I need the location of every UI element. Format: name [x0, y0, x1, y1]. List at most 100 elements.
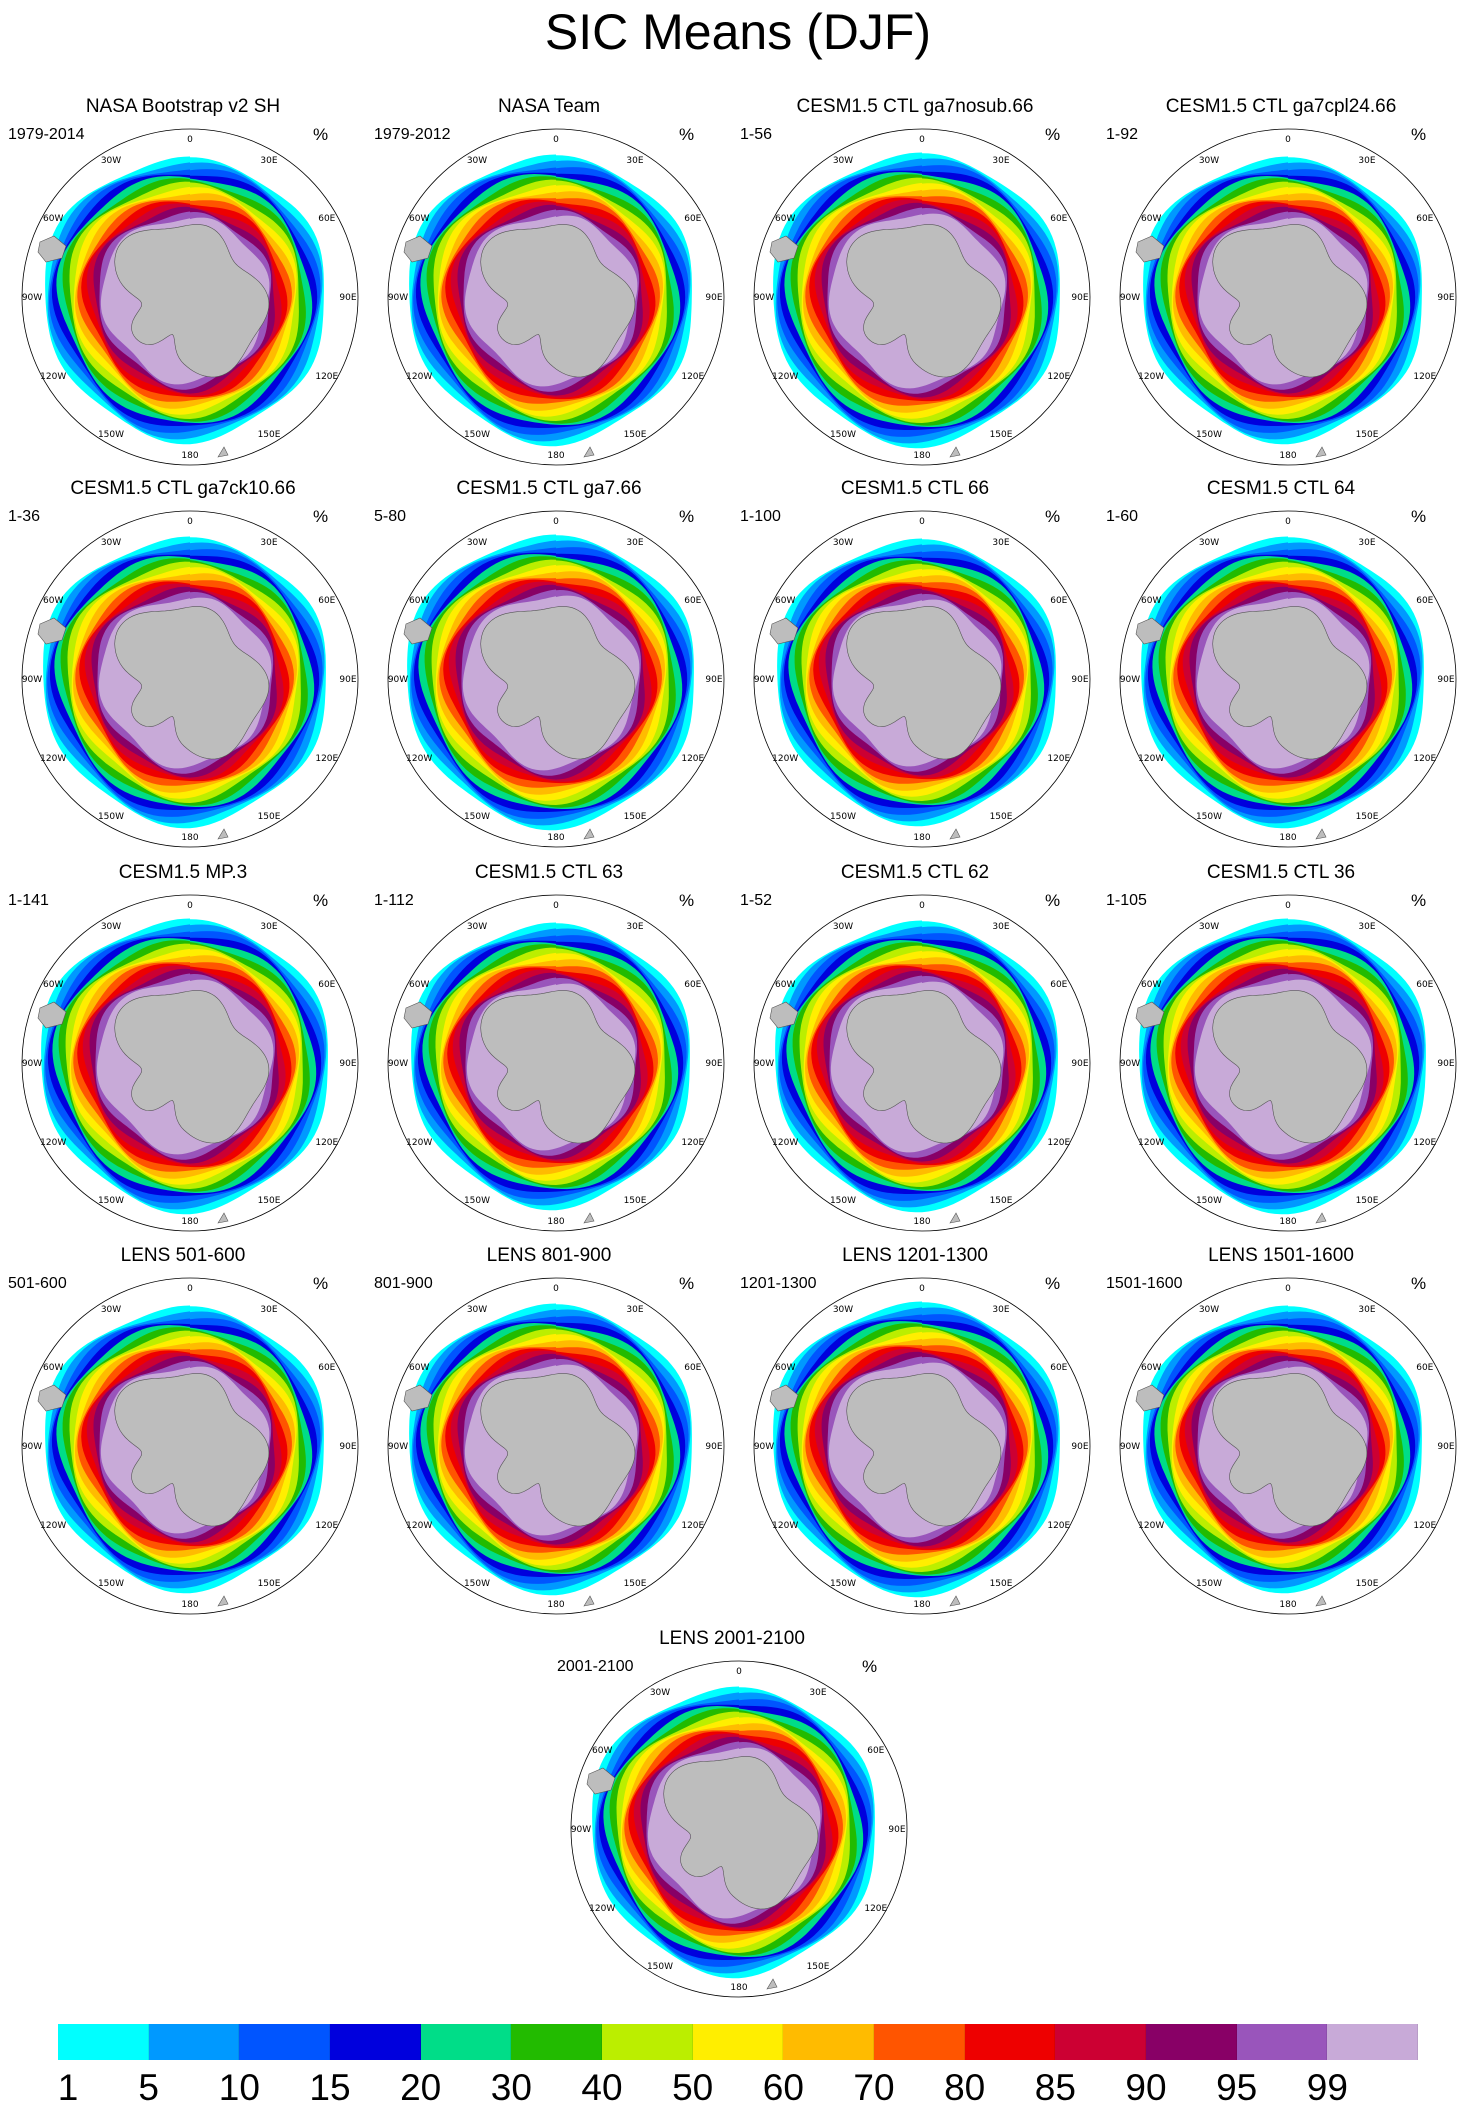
panel-title: LENS 1201-1300: [842, 1245, 988, 1266]
longitude-label: 150W: [98, 812, 124, 822]
longitude-label: 150W: [464, 1579, 490, 1589]
longitude-label: 90W: [1120, 1442, 1140, 1452]
antarctica-landmass: [1212, 1373, 1368, 1527]
longitude-label: 0: [187, 517, 193, 527]
longitude-label: 120E: [1047, 372, 1070, 382]
longitude-label: 120W: [772, 372, 798, 382]
panel-period: 801-900: [374, 1275, 433, 1292]
longitude-label: 150W: [1196, 1196, 1222, 1206]
longitude-label: 60E: [1050, 214, 1067, 224]
longitude-label: 180: [1279, 1217, 1296, 1227]
longitude-label: 150E: [258, 1579, 281, 1589]
longitude-label: 120W: [772, 1138, 798, 1148]
longitude-label: 120W: [406, 754, 432, 764]
antarctica-landmass: [480, 1373, 636, 1527]
longitude-label: 60W: [409, 1363, 429, 1373]
longitude-label: 60W: [1141, 980, 1161, 990]
map-panel: 0 30E 60E 90E 120E 150E 180 150W 120W 90W 60W 30W NA…: [0, 96, 366, 476]
longitude-label: 60W: [592, 1746, 612, 1756]
longitude-label: 150W: [98, 1196, 124, 1206]
longitude-label: 0: [919, 901, 925, 911]
longitude-label: 0: [187, 1284, 193, 1294]
longitude-label: 0: [919, 517, 925, 527]
longitude-label: 180: [547, 1600, 564, 1610]
longitude-label: 60W: [775, 980, 795, 990]
colorbar-swatch: [58, 2024, 149, 2060]
longitude-label: 0: [736, 1667, 742, 1677]
longitude-label: 60W: [409, 214, 429, 224]
longitude-label: 150E: [258, 812, 281, 822]
longitude-label: 30W: [101, 922, 121, 932]
colorbar-swatch: [239, 2024, 330, 2060]
polar-stereographic-map: 0 30E 60E 90E 120E 150E 180 150W 120W 90W 60W 30W: [753, 510, 1091, 848]
map-panel: 0 30E 60E 90E 120E 150E 180 150W 120W 90W 60W 30W CE…: [732, 862, 1098, 1242]
longitude-label: 150W: [830, 1579, 856, 1589]
map-panel: 0 30E 60E 90E 120E 150E 180 150W 120W 90W 60W 30W LE…: [732, 1245, 1098, 1625]
longitude-label: 90E: [1071, 293, 1088, 303]
longitude-label: 60E: [318, 596, 335, 606]
longitude-label: 150W: [830, 430, 856, 440]
longitude-label: 120E: [681, 372, 704, 382]
longitude-label: 60W: [43, 980, 63, 990]
panel-period: 1-36: [8, 508, 41, 525]
longitude-label: 30E: [260, 1305, 277, 1315]
south-america-landmass: [37, 235, 67, 263]
longitude-label: 60W: [43, 214, 63, 224]
longitude-label: 30W: [467, 922, 487, 932]
south-america-landmass: [1135, 1384, 1165, 1412]
longitude-label: 120E: [1047, 754, 1070, 764]
polar-stereographic-map: 0 30E 60E 90E 120E 150E 180 150W 120W 90W 60W 30W: [21, 510, 359, 848]
longitude-label: 150E: [258, 1196, 281, 1206]
longitude-label: 120E: [1413, 754, 1436, 764]
longitude-label: 150E: [1356, 1579, 1379, 1589]
panel-unit: %: [1411, 891, 1427, 910]
south-america-landmass: [586, 1767, 616, 1795]
antarctica-landmass: [1212, 224, 1368, 378]
panel-period: 1-92: [1106, 126, 1139, 143]
panel-period: 1979-2012: [374, 126, 451, 143]
longitude-label: 60W: [43, 1363, 63, 1373]
longitude-label: 30E: [626, 538, 643, 548]
longitude-label: 60W: [775, 214, 795, 224]
map-panel: 0 30E 60E 90E 120E 150E 180 150W 120W 90W 60W 30W CE…: [1098, 96, 1464, 476]
map-panel: 0 30E 60E 90E 120E 150E 180 150W 120W 90W 60W 30W CE…: [366, 478, 732, 858]
colorbar-tick-label: 60: [762, 2067, 804, 2108]
new-zealand-landmass: [583, 828, 595, 840]
panel-period: 1-60: [1106, 508, 1139, 525]
map-panel: 0 30E 60E 90E 120E 150E 180 150W 120W 90W 60W 30W LE…: [1098, 1245, 1464, 1625]
panel-title: CESM1.5 CTL ga7ck10.66: [70, 478, 296, 499]
new-zealand-landmass: [1315, 1212, 1327, 1224]
longitude-label: 90E: [888, 1825, 905, 1835]
map-panel: 0 30E 60E 90E 120E 150E 180 150W 120W 90W 60W 30W LE…: [0, 1245, 366, 1625]
longitude-label: 30E: [1358, 538, 1375, 548]
longitude-label: 150E: [990, 430, 1013, 440]
south-america-landmass: [769, 1001, 799, 1029]
colorbar-tick-label: 20: [400, 2067, 442, 2108]
longitude-label: 150W: [98, 1579, 124, 1589]
longitude-label: 150E: [624, 1579, 647, 1589]
longitude-label: 60E: [1416, 596, 1433, 606]
panel-unit: %: [679, 1274, 695, 1293]
longitude-label: 120E: [681, 754, 704, 764]
longitude-label: 30W: [467, 156, 487, 166]
south-america-landmass: [37, 1384, 67, 1412]
antarctica-landmass: [846, 224, 1002, 378]
longitude-label: 120W: [772, 754, 798, 764]
longitude-label: 180: [1279, 833, 1296, 843]
longitude-label: 90W: [388, 1059, 408, 1069]
longitude-label: 180: [181, 1217, 198, 1227]
panel-title: CESM1.5 CTL ga7cpl24.66: [1165, 96, 1397, 117]
panel-unit: %: [679, 891, 695, 910]
longitude-label: 150W: [830, 1196, 856, 1206]
polar-stereographic-map: 0 30E 60E 90E 120E 150E 180 150W 120W 90W 60W 30W: [387, 128, 725, 466]
antarctica-landmass: [1212, 990, 1368, 1144]
panel-title: CESM1.5 CTL 62: [840, 862, 990, 883]
longitude-label: 30W: [467, 1305, 487, 1315]
longitude-label: 90W: [22, 675, 42, 685]
longitude-label: 0: [919, 1284, 925, 1294]
longitude-label: 150E: [1356, 812, 1379, 822]
longitude-label: 90E: [1071, 675, 1088, 685]
longitude-label: 60W: [1141, 1363, 1161, 1373]
longitude-label: 180: [913, 833, 930, 843]
longitude-label: 90W: [1120, 293, 1140, 303]
